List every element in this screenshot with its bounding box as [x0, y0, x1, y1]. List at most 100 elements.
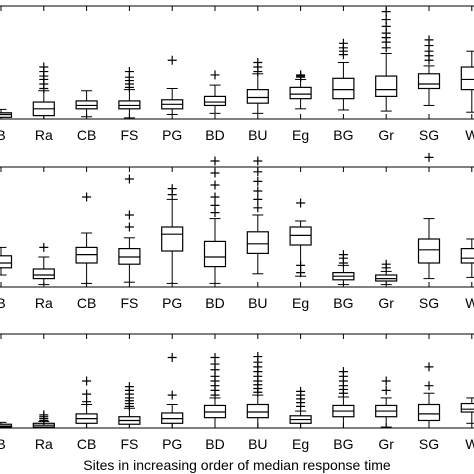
outlier-marker [338, 250, 348, 260]
x-tick-label: W [465, 127, 474, 143]
outlier-marker [124, 382, 134, 392]
box-Gr [375, 75, 398, 97]
x-tick-label: BD [205, 127, 224, 143]
outlier-marker [253, 167, 263, 177]
x-tick-label: B [0, 436, 6, 452]
x-tick-label: B [0, 127, 6, 143]
box-W [460, 248, 474, 264]
outlier-marker [167, 184, 177, 194]
x-tick-label: BU [248, 127, 267, 143]
x-tick-label: SG [419, 127, 439, 143]
outlier-marker [124, 222, 134, 232]
x-tick-label: Gr [378, 127, 394, 143]
outlier-marker [167, 390, 177, 400]
outlier-marker [124, 174, 134, 184]
box-SG [417, 403, 441, 422]
x-tick-label: BU [248, 295, 267, 311]
x-tick-label: B [0, 295, 6, 311]
outlier-marker [210, 353, 220, 362]
outlier-marker [210, 70, 220, 80]
chart-panel-2: B Ra CB FS PG BD BU Eg BG Gr SG W [0, 152, 474, 311]
outlier-marker [424, 381, 434, 391]
box-SG [417, 73, 441, 90]
x-tick-label: FS [120, 295, 138, 311]
outlier-marker [82, 397, 92, 407]
outlier-marker [82, 389, 92, 399]
x-tick-label: BG [333, 436, 353, 452]
x-tick-label: FS [120, 127, 138, 143]
x-tick-label: BG [333, 295, 353, 311]
box-Ra [32, 268, 55, 280]
x-tick-label: Gr [378, 436, 394, 452]
outlier-marker [253, 203, 263, 213]
x-tick-label: Eg [292, 127, 309, 143]
x-tick-label: CB [77, 127, 96, 143]
box-PG [161, 226, 184, 252]
outlier-marker [338, 38, 348, 48]
x-tick-label: PG [162, 436, 182, 452]
x-tick-label: CB [77, 295, 96, 311]
x-tick-label: Eg [292, 436, 309, 452]
outlier-marker [210, 180, 220, 190]
box-W [460, 66, 474, 91]
outlier-marker [424, 35, 434, 45]
x-tick-label: W [465, 436, 474, 452]
box-BD [203, 95, 227, 107]
chart-panel-1: B Ra CB FS PG BD BU Eg BG Gr SG W [0, 5, 474, 143]
outlier-marker [82, 192, 92, 202]
chart-panel-3: B Ra CB FS PG BD BU Eg BG Gr SG W [0, 333, 474, 452]
box-Eg [289, 86, 312, 100]
outlier-marker [296, 386, 306, 396]
outlier-marker [253, 352, 263, 362]
x-tick-label: Eg [292, 295, 309, 311]
x-axis-label: Sites in increasing order of median resp… [83, 457, 391, 473]
box-BU [246, 403, 269, 419]
x-tick-label: SG [419, 436, 439, 452]
box-BU [246, 231, 269, 255]
outlier-marker [124, 67, 134, 77]
outlier-marker [39, 410, 49, 420]
box-SG [417, 238, 441, 264]
x-tick-label: BG [333, 127, 353, 143]
outlier-marker [381, 259, 391, 269]
outlier-marker [124, 210, 134, 220]
outlier-marker [253, 176, 263, 186]
outlier-marker [82, 376, 92, 386]
outlier-marker [381, 385, 391, 395]
outlier-marker [424, 362, 434, 372]
outlier-marker [296, 70, 306, 80]
x-tick-label: BD [205, 436, 224, 452]
outlier-marker [381, 376, 391, 386]
outlier-marker [210, 156, 220, 166]
box-Eg [289, 226, 312, 246]
outlier-marker [39, 62, 49, 72]
x-tick-label: SG [419, 295, 439, 311]
x-tick-label: PG [162, 127, 182, 143]
outlier-marker [253, 58, 263, 67]
box-BD [203, 240, 227, 268]
box-BG [332, 77, 355, 100]
x-tick-label: BD [205, 295, 224, 311]
outlier-marker [296, 198, 306, 208]
x-tick-label: W [465, 295, 474, 311]
box-BU [246, 89, 269, 104]
outlier-marker [210, 200, 220, 210]
outlier-marker [167, 55, 177, 65]
outlier-marker [253, 156, 263, 166]
x-tick-label: FS [120, 436, 138, 452]
outlier-marker [424, 152, 434, 162]
x-tick-label: Gr [378, 295, 394, 311]
box-W [460, 402, 474, 413]
outlier-marker [296, 260, 306, 270]
x-tick-label: CB [77, 436, 96, 452]
outlier-marker [381, 7, 391, 17]
outlier-marker [381, 15, 391, 25]
outlier-marker [253, 194, 263, 204]
outlier-marker [39, 242, 49, 252]
outlier-marker [210, 168, 220, 178]
x-tick-label: Ra [35, 295, 53, 311]
outlier-marker [167, 353, 177, 362]
outlier-marker [338, 367, 348, 377]
box-B [0, 255, 13, 269]
